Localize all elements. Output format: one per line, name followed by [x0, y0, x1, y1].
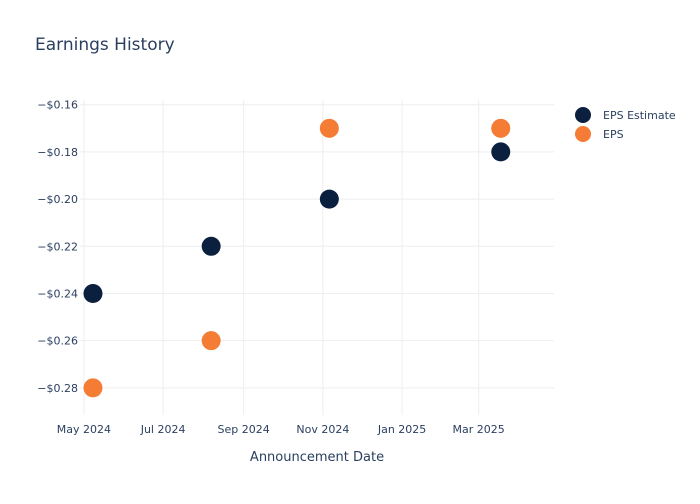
x-tick-label: May 2024 [57, 423, 111, 436]
y-tick-label: −$0.16 [37, 99, 78, 112]
legend-marker [575, 107, 591, 123]
data-points [83, 118, 511, 398]
y-tick-label: −$0.26 [37, 335, 78, 348]
y-tick-label: −$0.20 [37, 193, 78, 206]
eps-point[interactable] [491, 118, 511, 138]
x-tick-label: Mar 2025 [453, 423, 505, 436]
eps-point[interactable] [319, 118, 339, 138]
legend-item-eps-estimate[interactable]: EPS Estimate [575, 107, 676, 123]
y-tick-label: −$0.28 [37, 382, 78, 395]
y-axis-ticks: −$0.16 −$0.18 −$0.20 −$0.22 −$0.24 −$0.26 −$0.… [37, 99, 78, 395]
legend-label: EPS Estimate [603, 109, 676, 122]
y-tick-label: −$0.24 [37, 287, 78, 300]
x-axis-ticks: May 2024 Jul 2024 Sep 2024 Nov 2024 Jan 2025… [57, 423, 505, 436]
x-tick-label: Jan 2025 [377, 423, 426, 436]
legend-label: EPS [603, 128, 624, 141]
x-tick-label: Nov 2024 [296, 423, 349, 436]
chart-title: Earnings History [35, 35, 175, 55]
grid-layer [80, 100, 554, 415]
eps-estimate-point[interactable] [201, 236, 221, 256]
eps-estimate-point[interactable] [491, 142, 511, 162]
eps-point[interactable] [201, 331, 221, 351]
legend-item-eps[interactable]: EPS [575, 126, 624, 142]
eps-point[interactable] [83, 378, 103, 398]
x-axis-title: Announcement Date [250, 450, 384, 465]
eps-estimate-point[interactable] [319, 189, 339, 209]
y-tick-label: −$0.22 [37, 240, 78, 253]
eps-estimate-point[interactable] [83, 283, 103, 303]
legend-marker [575, 126, 591, 142]
legend[interactable]: EPS Estimate EPS [575, 107, 676, 142]
x-tick-label: Jul 2024 [140, 423, 186, 436]
x-tick-label: Sep 2024 [218, 423, 270, 436]
y-tick-label: −$0.18 [37, 146, 78, 159]
